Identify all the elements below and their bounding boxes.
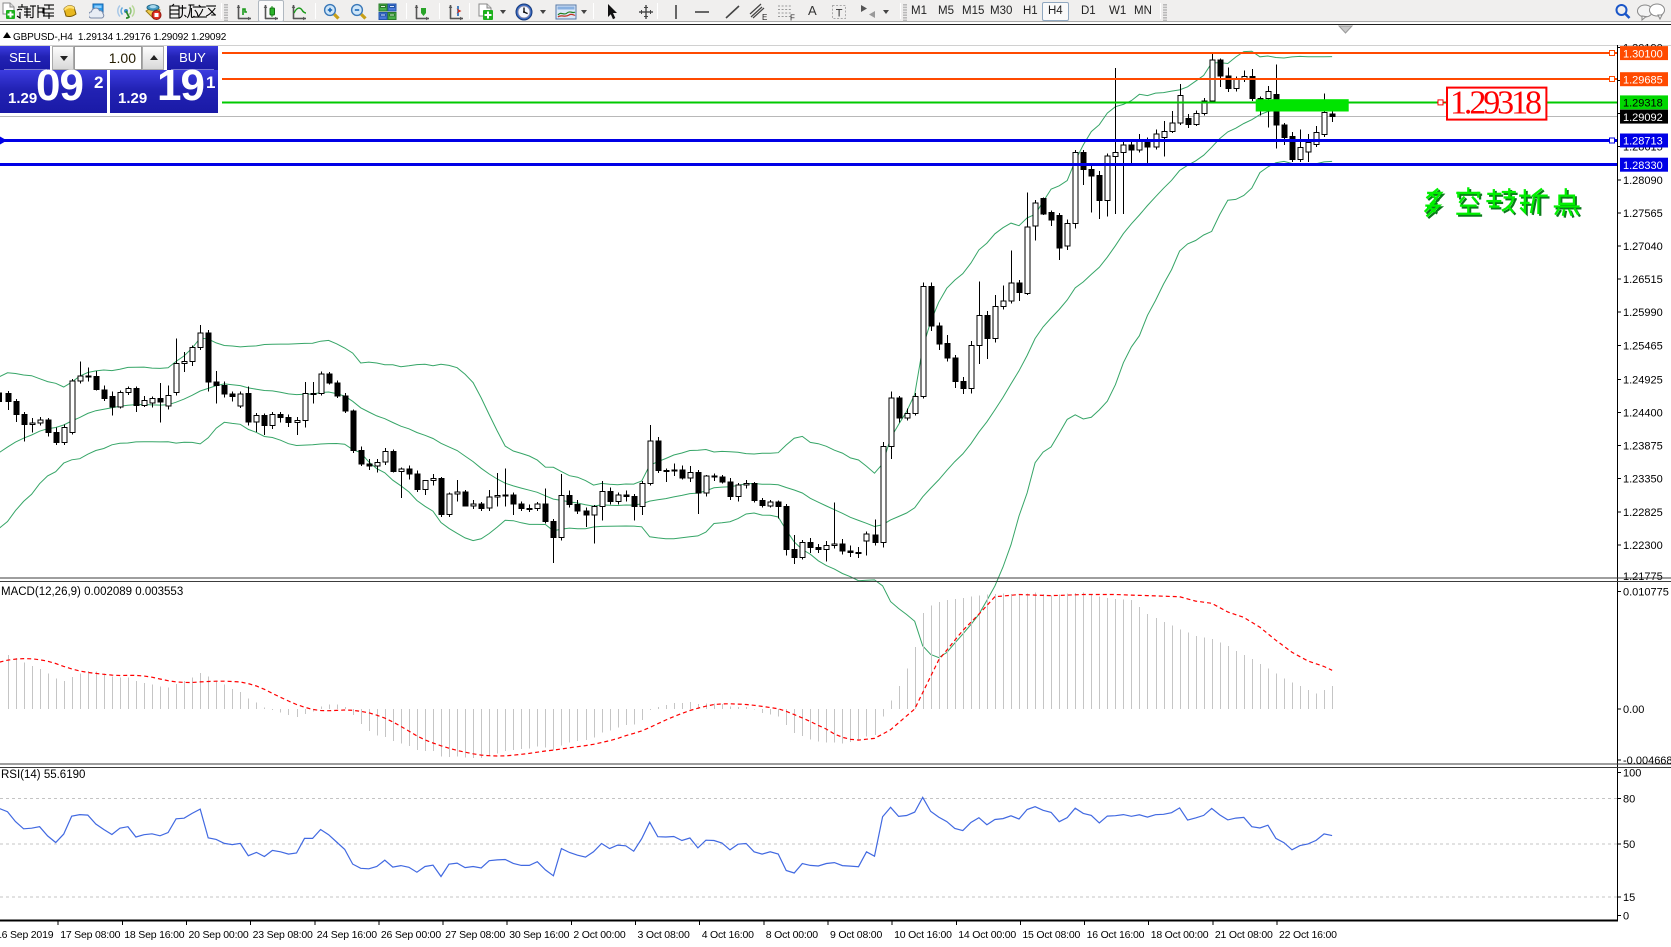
svg-text:9 Oct 08:00: 9 Oct 08:00 [830,929,882,941]
svg-text:10 Oct 16:00: 10 Oct 16:00 [894,929,952,941]
svg-text:1.23875: 1.23875 [1623,441,1663,453]
svg-text:1.24925: 1.24925 [1623,374,1663,386]
svg-text:E: E [762,13,767,22]
svg-text:1.21775: 1.21775 [1623,571,1663,583]
svg-text:1.29685: 1.29685 [1623,74,1663,86]
svg-text:1.24400: 1.24400 [1623,408,1663,420]
svg-text:0: 0 [1623,910,1629,922]
svg-text:1.25465: 1.25465 [1623,340,1663,352]
svg-text:8 Oct 00:00: 8 Oct 00:00 [766,929,818,941]
svg-text:-0.004668: -0.004668 [1623,755,1671,767]
svg-text:3 Oct 08:00: 3 Oct 08:00 [638,929,690,941]
svg-text:80: 80 [1623,793,1635,805]
svg-text:4 Oct 16:00: 4 Oct 16:00 [702,929,754,941]
svg-text:27 Sep 08:00: 27 Sep 08:00 [445,929,505,941]
svg-text:1.26515: 1.26515 [1623,274,1663,286]
svg-text:100: 100 [1623,768,1641,780]
svg-text:22 Oct 16:00: 22 Oct 16:00 [1279,929,1337,941]
svg-text:50: 50 [1623,839,1635,851]
svg-text:26 Sep 00:00: 26 Sep 00:00 [381,929,441,941]
svg-text:20 Sep 00:00: 20 Sep 00:00 [189,929,249,941]
svg-text:16 Sep 2019: 16 Sep 2019 [0,929,54,941]
svg-text:23 Sep 08:00: 23 Sep 08:00 [253,929,313,941]
svg-text:1.27040: 1.27040 [1623,241,1663,253]
svg-text:1.23350: 1.23350 [1623,474,1663,486]
svg-text:24 Sep 16:00: 24 Sep 16:00 [317,929,377,941]
svg-text:1.28090: 1.28090 [1623,175,1663,187]
svg-text:30 Sep 16:00: 30 Sep 16:00 [509,929,569,941]
svg-text:1.27565: 1.27565 [1623,208,1663,220]
svg-text:17 Sep 08:00: 17 Sep 08:00 [60,929,120,941]
svg-text:0.010775: 0.010775 [1623,587,1669,599]
svg-text:15: 15 [1623,892,1635,904]
svg-text:RSI(14) 55.6190: RSI(14) 55.6190 [1,769,85,781]
svg-text:1.30100: 1.30100 [1623,48,1663,60]
svg-text:1.22825: 1.22825 [1623,507,1663,519]
svg-text:1.29318: 1.29318 [1623,98,1663,110]
svg-text:F: F [790,14,795,23]
svg-text:16 Oct 16:00: 16 Oct 16:00 [1087,929,1145,941]
svg-text:T: T [836,8,843,20]
svg-text:1.22300: 1.22300 [1623,540,1663,552]
svg-text:14 Oct 00:00: 14 Oct 00:00 [958,929,1016,941]
svg-text:MACD(12,26,9) 0.002089 0.00355: MACD(12,26,9) 0.002089 0.003553 [1,586,183,598]
svg-text:1.29092: 1.29092 [1623,112,1663,124]
svg-text:0.00: 0.00 [1623,704,1644,716]
svg-text:15 Oct 08:00: 15 Oct 08:00 [1022,929,1080,941]
svg-text:1.28713: 1.28713 [1623,136,1663,148]
svg-text:1.29318: 1.29318 [1450,85,1542,122]
svg-text:1.28330: 1.28330 [1623,160,1663,172]
svg-text:21 Oct 08:00: 21 Oct 08:00 [1215,929,1273,941]
svg-text:2 Oct 00:00: 2 Oct 00:00 [573,929,625,941]
svg-text:1.25990: 1.25990 [1623,307,1663,319]
svg-text:18 Oct 00:00: 18 Oct 00:00 [1151,929,1209,941]
svg-text:18 Sep 16:00: 18 Sep 16:00 [124,929,184,941]
